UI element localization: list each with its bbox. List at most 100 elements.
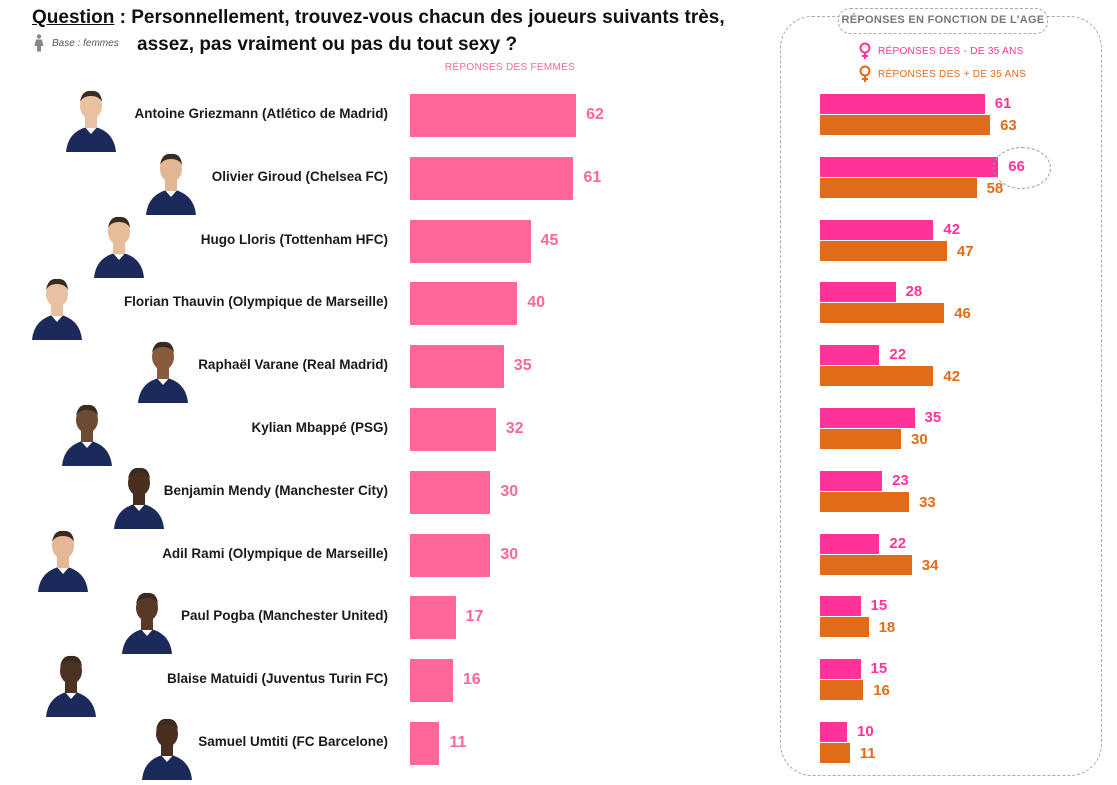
player-photo	[134, 331, 192, 404]
women-bar	[410, 596, 456, 640]
player-photo	[90, 206, 148, 278]
under35-bar	[820, 722, 847, 742]
over35-value-label: 63	[1000, 117, 1017, 134]
under35-value-label: 10	[857, 723, 874, 740]
under35-value-label: 15	[870, 660, 888, 678]
highlight-ring	[993, 147, 1051, 189]
legend-over35: RÉPONSES DES + DE 35 ANS	[858, 65, 1026, 83]
women-bar	[410, 408, 496, 451]
under35-bar	[820, 659, 861, 680]
over35-value-label: 18	[878, 619, 896, 637]
women-value-label: 16	[462, 671, 481, 689]
player-label: Kylian Mbappé (PSG)	[251, 420, 388, 435]
player-photo	[118, 582, 176, 655]
legend-under35: RÉPONSES DES - DE 35 ANS	[858, 42, 1024, 60]
over35-bar	[820, 366, 934, 387]
women-value-label: 30	[500, 482, 519, 500]
over35-bar	[820, 743, 850, 763]
over35-bar	[820, 240, 947, 261]
player-photo	[110, 457, 168, 529]
women-value-label: 62	[586, 106, 604, 123]
player-photo	[138, 708, 196, 780]
women-bar	[410, 722, 440, 765]
over35-bar	[820, 115, 991, 135]
women-bar	[410, 659, 453, 703]
over35-value-label: 33	[919, 493, 936, 511]
legend-over35-label: RÉPONSES DES + DE 35 ANS	[878, 68, 1027, 80]
female-symbol-icon	[859, 65, 871, 82]
women-bar	[410, 345, 504, 389]
under35-value-label: 42	[943, 220, 961, 238]
player-label: Blaise Matuidi (Juventus Turin FC)	[166, 671, 388, 687]
women-bar	[410, 219, 531, 263]
over35-bar	[820, 177, 977, 198]
women-value-label: 61	[583, 168, 602, 186]
women-value-label: 11	[449, 734, 467, 751]
base-note-text: Base : femmes	[52, 37, 119, 49]
under35-bar	[820, 156, 999, 177]
women-bar	[410, 94, 577, 137]
under35-bar	[820, 470, 883, 491]
under35-bar	[820, 94, 985, 114]
women-bar	[410, 533, 491, 577]
player-label: Samuel Umtiti (FC Barcelone)	[198, 734, 388, 749]
women-bar	[410, 282, 518, 326]
over35-value-label: 16	[873, 682, 890, 700]
player-photo	[142, 143, 200, 215]
under35-bar	[820, 345, 880, 366]
woman-icon	[34, 34, 44, 52]
under35-bar	[820, 596, 861, 617]
over35-bar	[820, 303, 945, 324]
under35-bar	[820, 219, 934, 240]
women-value-label: 40	[527, 294, 545, 312]
player-label: Hugo Lloris (Tottenham HFC)	[200, 231, 388, 247]
over35-value-label: 30	[911, 431, 928, 448]
player-photo	[62, 80, 120, 152]
women-value-label: 30	[500, 545, 519, 563]
under35-value-label: 22	[889, 534, 907, 552]
over35-bar	[820, 554, 912, 575]
women-value-label: 45	[540, 231, 559, 249]
main-column-title: RÉPONSES DES FEMMES	[444, 62, 576, 73]
under35-value-label: 22	[889, 346, 907, 364]
player-label: Raphaël Varane (Real Madrid)	[198, 357, 388, 373]
over35-bar	[820, 680, 864, 701]
player-label: Benjamin Mendy (Manchester City)	[163, 482, 388, 498]
women-value-label: 32	[505, 420, 524, 437]
over35-value-label: 11	[859, 745, 876, 762]
player-label: Olivier Giroud (Chelsea FC)	[211, 168, 388, 184]
over35-value-label: 46	[954, 305, 971, 323]
over35-value-label: 58	[986, 179, 1004, 197]
player-photo	[58, 394, 116, 466]
women-value-label: 35	[513, 357, 532, 375]
player-label: Paul Pogba (Manchester United)	[180, 608, 388, 624]
base-note: Base : femmes	[34, 34, 119, 52]
question-label: Question	[32, 7, 115, 28]
legend-under35-label: RÉPONSES DES - DE 35 ANS	[878, 45, 1024, 57]
question-text-line2: assez, pas vraiment ou pas du tout sexy …	[137, 34, 518, 55]
player-label: Antoine Griezmann (Atlético de Madrid)	[134, 106, 388, 121]
question-text-line1: : Personnellement, trouvez-vous chacun d…	[114, 7, 725, 28]
under35-value-label: 61	[994, 95, 1012, 112]
over35-bar	[820, 429, 901, 449]
over35-value-label: 42	[943, 368, 961, 386]
female-symbol-icon	[859, 42, 871, 59]
women-bar	[410, 470, 491, 514]
under35-value-label: 15	[870, 597, 888, 615]
player-photo	[28, 268, 86, 341]
over35-value-label: 34	[921, 556, 939, 574]
under35-bar	[820, 408, 915, 428]
under35-value-label: 35	[924, 409, 942, 426]
player-photo	[34, 520, 92, 592]
player-label: Florian Thauvin (Olympique de Marseille)	[123, 294, 388, 310]
under35-value-label: 23	[892, 471, 909, 489]
over35-value-label: 47	[956, 242, 974, 260]
under35-bar	[820, 533, 880, 554]
women-value-label: 17	[465, 608, 484, 626]
over35-bar	[820, 617, 869, 638]
player-label: Adil Rami (Olympique de Marseille)	[162, 545, 388, 561]
under35-value-label: 28	[905, 283, 923, 301]
age-panel-title: RÉPONSES EN FONCTION DE L’AGE	[838, 8, 1048, 34]
player-photo	[42, 645, 100, 718]
women-bar	[410, 156, 574, 200]
